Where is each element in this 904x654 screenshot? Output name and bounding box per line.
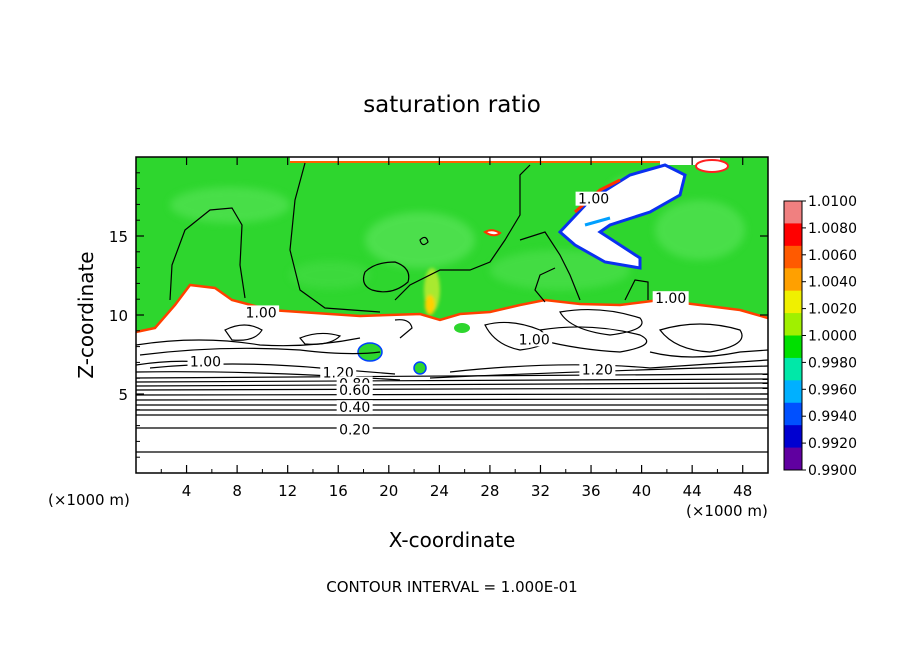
contour-label: 1.00 xyxy=(519,332,550,348)
contour-label: 0.20 xyxy=(339,422,370,438)
contour-label-bg xyxy=(336,400,373,415)
contour-label: 0.60 xyxy=(339,383,370,399)
x-tick-label: 24 xyxy=(430,482,449,500)
contour-label: 1.00 xyxy=(578,192,609,208)
contour-label-bg xyxy=(243,305,280,320)
colorbar-swatch xyxy=(784,425,802,449)
y-tick-label: 5 xyxy=(118,386,128,404)
colorbar-swatch xyxy=(784,380,802,404)
lower-field xyxy=(136,378,768,473)
colorbar-label: 1.0040 xyxy=(808,275,857,291)
contour-label-bg xyxy=(516,332,553,347)
contour-label-bg xyxy=(336,382,373,397)
colorbar-label: 0.9980 xyxy=(808,355,857,371)
contour-label-bg xyxy=(320,365,357,380)
colorbar-swatch xyxy=(784,335,802,359)
contour-interval-label: CONTOUR INTERVAL = 1.000E-01 xyxy=(326,578,577,596)
colorbar-swatch xyxy=(784,402,802,426)
y-axis-title: Z-coordinate xyxy=(74,251,98,378)
x-tick-label: 8 xyxy=(232,482,242,500)
colorbar-swatch xyxy=(784,447,802,471)
contour-labels: 1.001.001.200.800.600.400.201.001.201.00… xyxy=(187,191,689,438)
x-tick-label: 48 xyxy=(733,482,752,500)
y-axis-ticks: 5 10 15 xyxy=(109,172,768,458)
contour-label: 1.00 xyxy=(655,291,686,307)
x-unit-label-left: (×1000 m) xyxy=(48,491,130,509)
green-pockets xyxy=(357,323,470,375)
colorbar-swatch xyxy=(784,313,802,336)
colorbar-label: 1.0000 xyxy=(808,329,857,345)
colorbar-label: 0.9920 xyxy=(808,436,857,452)
x-axis-ticks: 4 8 12 16 20 24 28 32 36 40 44 48 xyxy=(160,157,752,500)
plume xyxy=(424,268,440,315)
colorbar-label: 0.9900 xyxy=(808,463,857,479)
contour-label: 1.00 xyxy=(246,305,277,321)
colorbar: 1.0100 1.0080 1.0060 1.0040 1.0020 1.0000 0.99… xyxy=(783,194,857,479)
colorbar-swatch xyxy=(784,290,802,314)
contour-label: 1.20 xyxy=(582,362,613,378)
colorbar-swatch xyxy=(784,245,802,269)
contour-label: 1.00 xyxy=(190,354,221,370)
x-axis-title: X-coordinate xyxy=(389,528,516,552)
colorbar-label: 1.0060 xyxy=(808,248,857,264)
x-tick-label: 12 xyxy=(278,482,297,500)
contour-label-bg xyxy=(187,354,224,369)
colorbar-label: 0.9940 xyxy=(808,409,857,425)
contour-label: 0.40 xyxy=(339,400,370,416)
x-tick-label: 32 xyxy=(531,482,550,500)
contour-label-bg xyxy=(652,291,689,306)
x-unit-label-right: (×1000 m) xyxy=(686,502,768,520)
x-tick-label: 40 xyxy=(632,482,651,500)
colorbar-label: 1.0080 xyxy=(808,221,857,237)
y-tick-label: 15 xyxy=(109,228,128,246)
x-tick-label: 20 xyxy=(379,482,398,500)
colorbar-label: 0.9960 xyxy=(808,382,857,398)
x-tick-label: 36 xyxy=(581,482,600,500)
colorbar-swatch xyxy=(784,223,802,247)
colorbar-swatch xyxy=(784,357,802,381)
colorbar-label: 1.0100 xyxy=(808,194,857,210)
contour-label-bg xyxy=(336,422,373,437)
colorbar-swatch xyxy=(784,201,802,224)
chart-title: saturation ratio xyxy=(363,92,541,118)
contour-label-bg xyxy=(575,191,612,206)
x-tick-label: 16 xyxy=(329,482,348,500)
main-cloud xyxy=(136,285,768,380)
cloud-edge xyxy=(136,283,768,334)
plot-area xyxy=(136,157,768,473)
x-tick-label: 4 xyxy=(182,482,192,500)
colorbar-label: 1.0020 xyxy=(808,302,857,318)
top-strip xyxy=(290,157,729,173)
colorbar-swatch xyxy=(784,268,802,292)
x-tick-label: 44 xyxy=(683,482,702,500)
upper-cloud xyxy=(483,163,687,270)
x-tick-label: 28 xyxy=(480,482,499,500)
y-tick-label: 10 xyxy=(109,307,128,325)
contour-label-bg xyxy=(579,362,616,377)
